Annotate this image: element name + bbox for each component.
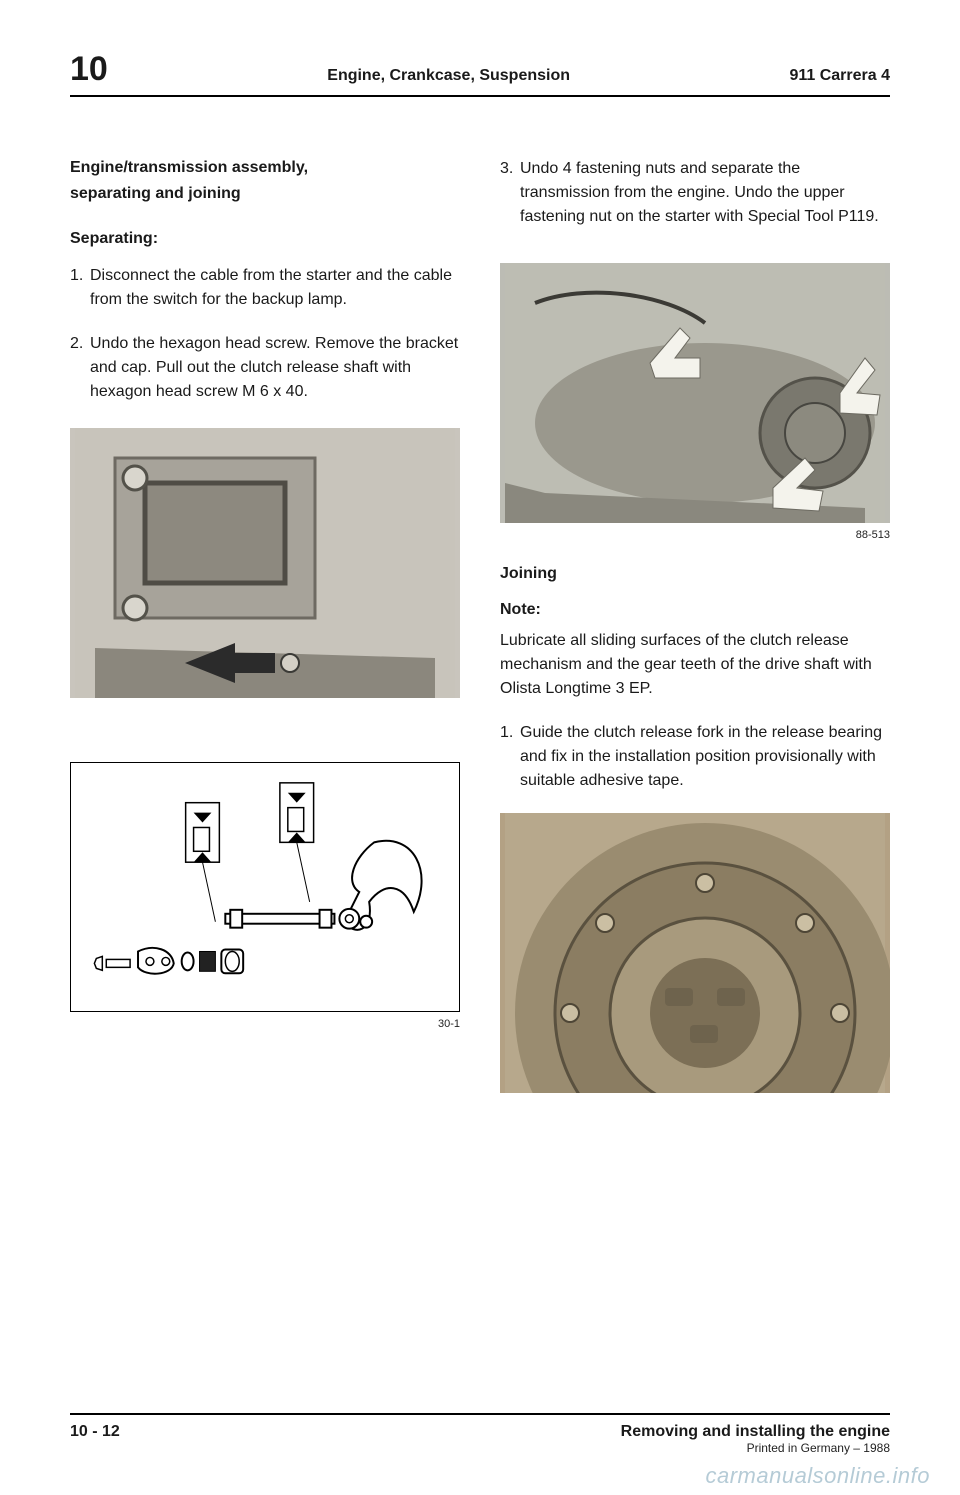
step-text: Guide the clutch release fork in the rel… [520,721,890,793]
assembly-title-line2: separating and joining [70,183,460,205]
figure-bracket-photo [70,428,460,698]
spacer [70,704,460,722]
step-text: Disconnect the cable from the starter an… [90,264,460,312]
footer-page-number: 10 - 12 [70,1423,120,1441]
note-body: Lubricate all sliding surfaces of the cl… [500,629,890,701]
page-number-top: 10 [70,50,108,89]
step-number: 3. [500,157,520,229]
figure-clutch-photo [500,813,890,1093]
content-columns: Engine/transmission assembly, separating… [70,157,890,1099]
figure3-caption: 88-513 [500,529,890,541]
manual-page: 10 Engine, Crankcase, Suspension 911 Car… [0,0,960,1495]
separating-label: Separating: [70,230,460,248]
step-number: 1. [500,721,520,793]
figure-transmission-photo [500,263,890,523]
header-model: 911 Carrera 4 [789,67,890,85]
joining-label: Joining [500,565,890,583]
step-number: 1. [70,264,90,312]
header-section-title: Engine, Crankcase, Suspension [108,67,790,85]
separating-step-3: 3. Undo 4 fastening nuts and separate th… [500,157,890,229]
step-text: Undo the hexagon head screw. Remove the … [90,332,460,404]
separating-step-2: 2. Undo the hexagon head screw. Remove t… [70,332,460,404]
right-column: 3. Undo 4 fastening nuts and separate th… [500,157,890,1099]
footer-section-title: Removing and installing the engine [621,1423,890,1441]
assembly-title-line1: Engine/transmission assembly, [70,157,460,179]
step-number: 2. [70,332,90,404]
figure2-caption: 30-1 [70,1018,460,1030]
page-footer: 10 - 12 Removing and installing the engi… [70,1413,890,1455]
left-column: Engine/transmission assembly, separating… [70,157,460,1099]
separating-step-1: 1. Disconnect the cable from the starter… [70,264,460,312]
watermark: carmanualsonline.info [705,1463,930,1489]
step-text: Undo 4 fastening nuts and separate the t… [520,157,890,229]
footer-rule [70,1413,890,1415]
footer-print-info: Printed in Germany – 1988 [621,1441,890,1455]
figure-exploded-diagram [70,762,460,1012]
note-label: Note: [500,601,890,619]
joining-step-1: 1. Guide the clutch release fork in the … [500,721,890,793]
page-header: 10 Engine, Crankcase, Suspension 911 Car… [70,50,890,97]
